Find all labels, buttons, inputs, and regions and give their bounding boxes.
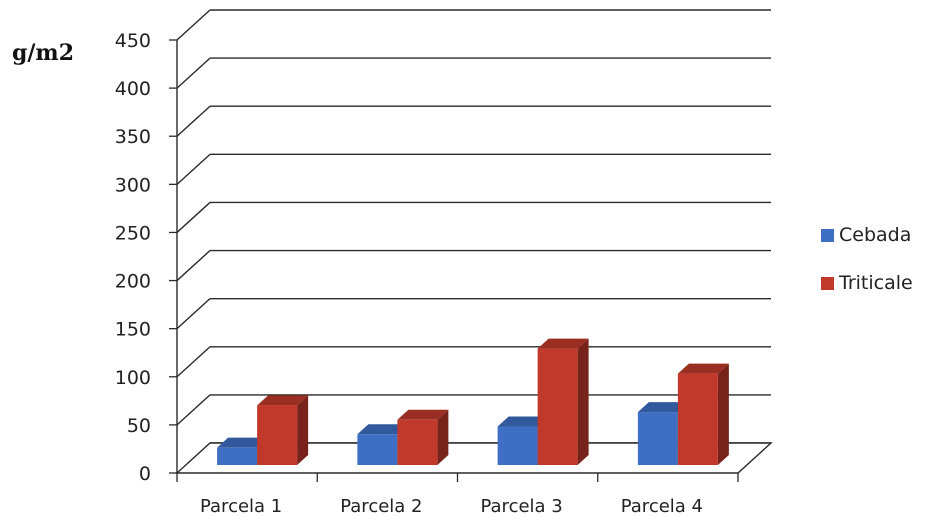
x-category-label: Parcela 1 bbox=[200, 496, 282, 517]
gridline-side bbox=[176, 346, 211, 378]
y-tick-label: 150 bbox=[115, 319, 151, 341]
bar-front bbox=[497, 426, 538, 465]
bar-top bbox=[217, 437, 269, 448]
legend-label: Triticale bbox=[838, 272, 913, 294]
x-category-label: Parcela 4 bbox=[621, 496, 703, 517]
gridline-side bbox=[176, 105, 211, 137]
bar-front bbox=[637, 412, 678, 465]
y-tick-label: 50 bbox=[127, 415, 151, 437]
gridlines bbox=[176, 9, 771, 444]
chart-floor bbox=[175, 442, 773, 474]
axes bbox=[169, 39, 773, 482]
y-tick-label: 0 bbox=[139, 463, 151, 485]
bar-side bbox=[297, 395, 309, 465]
bar-top bbox=[637, 402, 689, 413]
x-category-label: Parcela 3 bbox=[480, 496, 562, 517]
gridline-side bbox=[176, 394, 211, 426]
bar-top bbox=[257, 395, 309, 406]
bar-side bbox=[437, 409, 449, 465]
legend-swatch bbox=[821, 277, 834, 290]
x-category-labels: Parcela 1 Parcela 2 Parcela 3 Parcela 4 bbox=[200, 496, 703, 517]
y-axis-label: g/m2 bbox=[12, 40, 74, 66]
bar-side bbox=[577, 338, 589, 465]
bar-front bbox=[677, 373, 718, 465]
bar-triticale-2 bbox=[397, 409, 449, 465]
bar-front bbox=[357, 434, 398, 465]
y-tick-label: 100 bbox=[115, 367, 151, 389]
bar-triticale-3 bbox=[537, 338, 589, 465]
gridline-side bbox=[176, 201, 211, 233]
gridline-side bbox=[176, 57, 211, 89]
bar-front bbox=[397, 419, 438, 465]
y-tick-label: 250 bbox=[115, 222, 151, 244]
y-tick-label: 300 bbox=[115, 174, 151, 196]
bars bbox=[217, 338, 729, 465]
legend-label: Cebada bbox=[839, 224, 911, 246]
gridline-side bbox=[176, 9, 211, 41]
gridline-side bbox=[176, 153, 211, 185]
y-tick-label: 450 bbox=[115, 30, 151, 52]
y-tick-label: 200 bbox=[115, 271, 151, 293]
bar-front bbox=[537, 348, 578, 465]
bar-top bbox=[537, 338, 589, 349]
bar-side bbox=[717, 363, 729, 465]
legend-swatch bbox=[821, 229, 834, 242]
bar-top bbox=[497, 416, 549, 427]
legend: Cebada Triticale bbox=[821, 224, 913, 294]
bar-top bbox=[357, 424, 409, 435]
bar-front bbox=[217, 447, 258, 465]
bar-top bbox=[397, 409, 449, 420]
bar-top bbox=[677, 363, 729, 374]
bar-front bbox=[257, 405, 298, 465]
bar-triticale-4 bbox=[677, 363, 729, 465]
gridline-side bbox=[176, 250, 211, 282]
bar-triticale-1 bbox=[257, 395, 309, 465]
gridline-side bbox=[176, 298, 211, 330]
y-tick-labels: 0 50 100 150 200 250 300 350 400 450 bbox=[115, 30, 151, 485]
y-tick-label: 350 bbox=[115, 126, 151, 148]
y-tick-label: 400 bbox=[115, 78, 151, 100]
x-category-label: Parcela 2 bbox=[340, 496, 422, 517]
